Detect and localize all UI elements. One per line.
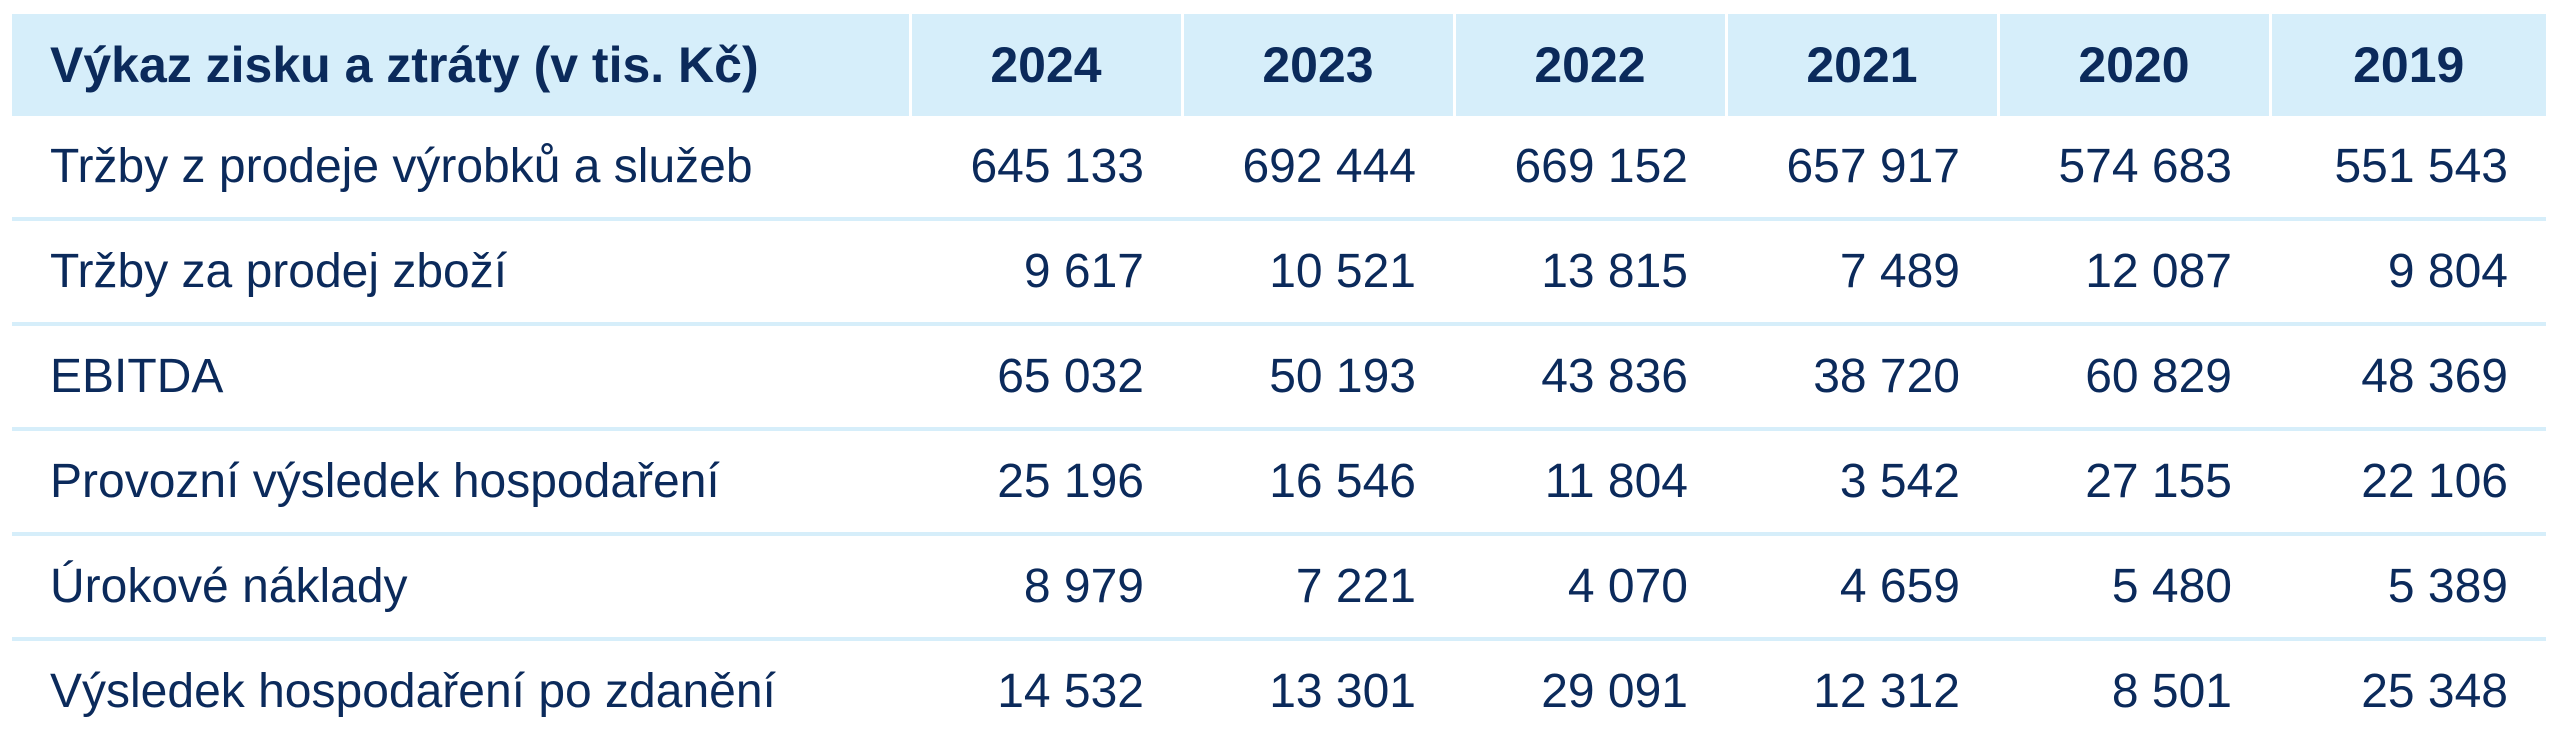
cell-value: 10 521 [1182, 217, 1454, 324]
cell-value: 3 542 [1726, 427, 1998, 534]
cell-value: 12 087 [1998, 217, 2270, 324]
table-row: Provozní výsledek hospodaření 25 196 16 … [12, 427, 2546, 534]
table-row: Tržby za prodej zboží 9 617 10 521 13 81… [12, 217, 2546, 324]
row-label: Tržby za prodej zboží [12, 217, 910, 324]
cell-value: 551 543 [2334, 140, 2508, 193]
cell-value: 48 369 [2270, 322, 2546, 429]
cell-value: 5 389 [2270, 532, 2546, 639]
cell-value: 38 720 [1726, 322, 1998, 429]
year-header-2020: 2020 [1998, 14, 2272, 116]
cell-value: 25 348 [2270, 637, 2546, 742]
cell-value: 669 152 [1514, 140, 1688, 193]
cell-value: 8 979 [910, 532, 1182, 639]
row-label: Tržby z prodeje výrobků a služeb [50, 140, 753, 193]
row-label: EBITDA [12, 322, 910, 429]
cell-value: 60 829 [1998, 322, 2270, 429]
year-header-2022: 2022 [1454, 14, 1728, 116]
cell-value: 50 193 [1182, 322, 1454, 429]
income-statement-table: Výkaz zisku a ztráty (v tis. Kč) 2024 20… [12, 14, 2546, 742]
cell-value: 7 489 [1726, 217, 1998, 324]
row-label: Výsledek hospodaření po zdanění [12, 637, 910, 742]
cell-value: 25 196 [910, 427, 1182, 534]
table-row: Úrokové náklady 8 979 7 221 4 070 4 659 … [12, 532, 2546, 639]
cell-value: 7 221 [1182, 532, 1454, 639]
cell-value: 12 312 [1726, 637, 1998, 742]
table-row: Výsledek hospodaření po zdanění 14 532 1… [12, 637, 2546, 742]
cell-value: 9 617 [910, 217, 1182, 324]
cell-value: 13 301 [1182, 637, 1454, 742]
cell-value: 574 683 [2058, 140, 2232, 193]
table-row: Tržby z prodeje výrobků a služeb 645 133… [12, 116, 2546, 219]
table-body: Tržby z prodeje výrobků a služeb 645 133… [12, 116, 2546, 742]
table-header: Výkaz zisku a ztráty (v tis. Kč) 2024 20… [12, 14, 2546, 116]
cell-value: 5 480 [1998, 532, 2270, 639]
cell-value: 27 155 [1998, 427, 2270, 534]
income-statement-table-container: Výkaz zisku a ztráty (v tis. Kč) 2024 20… [12, 14, 2546, 742]
header-row: Výkaz zisku a ztráty (v tis. Kč) 2024 20… [12, 14, 2546, 116]
cell-value: 8 501 [1998, 637, 2270, 742]
year-header-2024: 2024 [910, 14, 1184, 116]
table-row: EBITDA 65 032 50 193 43 836 38 720 60 82… [12, 322, 2546, 429]
table-title: Výkaz zisku a ztráty (v tis. Kč) [12, 14, 912, 116]
cell-value: 645 133 [970, 140, 1144, 193]
year-header-2021: 2021 [1726, 14, 2000, 116]
cell-value: 657 917 [1786, 140, 1960, 193]
cell-value: 13 815 [1454, 217, 1726, 324]
cell-value: 9 804 [2270, 217, 2546, 324]
row-label: Provozní výsledek hospodaření [12, 427, 910, 534]
row-label: Úrokové náklady [12, 532, 910, 639]
cell-value: 4 070 [1454, 532, 1726, 639]
cell-value: 4 659 [1726, 532, 1998, 639]
cell-value: 22 106 [2270, 427, 2546, 534]
cell-value: 14 532 [910, 637, 1182, 742]
year-header-2023: 2023 [1182, 14, 1456, 116]
cell-value: 692 444 [1242, 140, 1416, 193]
cell-value: 29 091 [1454, 637, 1726, 742]
cell-value: 16 546 [1182, 427, 1454, 534]
cell-value: 43 836 [1454, 322, 1726, 429]
year-header-2019: 2019 [2270, 14, 2546, 116]
cell-value: 11 804 [1454, 427, 1726, 534]
cell-value: 65 032 [910, 322, 1182, 429]
